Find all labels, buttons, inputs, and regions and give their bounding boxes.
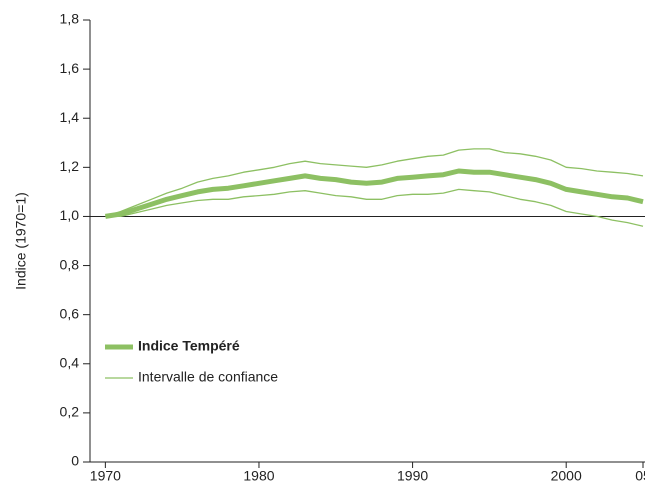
index-line — [105, 168, 644, 219]
y-tick-label: 0 — [71, 453, 79, 469]
y-tick-label: 1,2 — [60, 158, 80, 174]
legend-label: Indice Tempéré — [138, 338, 240, 354]
y-tick-label: 1,4 — [60, 109, 80, 125]
y-tick-label: 1,8 — [60, 11, 80, 27]
y-tick-label: 0,8 — [60, 256, 80, 272]
ci-lower-line — [105, 188, 644, 227]
y-tick-label: 1,6 — [60, 60, 80, 76]
x-tick-label: 1990 — [397, 468, 428, 484]
y-tick-label: 0,6 — [60, 305, 80, 321]
y-tick-label: 1,0 — [60, 207, 80, 223]
y-axis-label: Indice (1970=1) — [13, 192, 29, 290]
legend-label: Intervalle de confiance — [138, 369, 278, 385]
y-tick-label: 0,4 — [60, 354, 80, 370]
x-tick-label: 05 — [635, 468, 645, 484]
x-tick-label: 1970 — [90, 468, 121, 484]
ci-upper-line — [105, 148, 644, 218]
x-tick-label: 1980 — [243, 468, 274, 484]
y-tick-label: 0,2 — [60, 404, 80, 420]
x-tick-label: 2000 — [551, 468, 582, 484]
